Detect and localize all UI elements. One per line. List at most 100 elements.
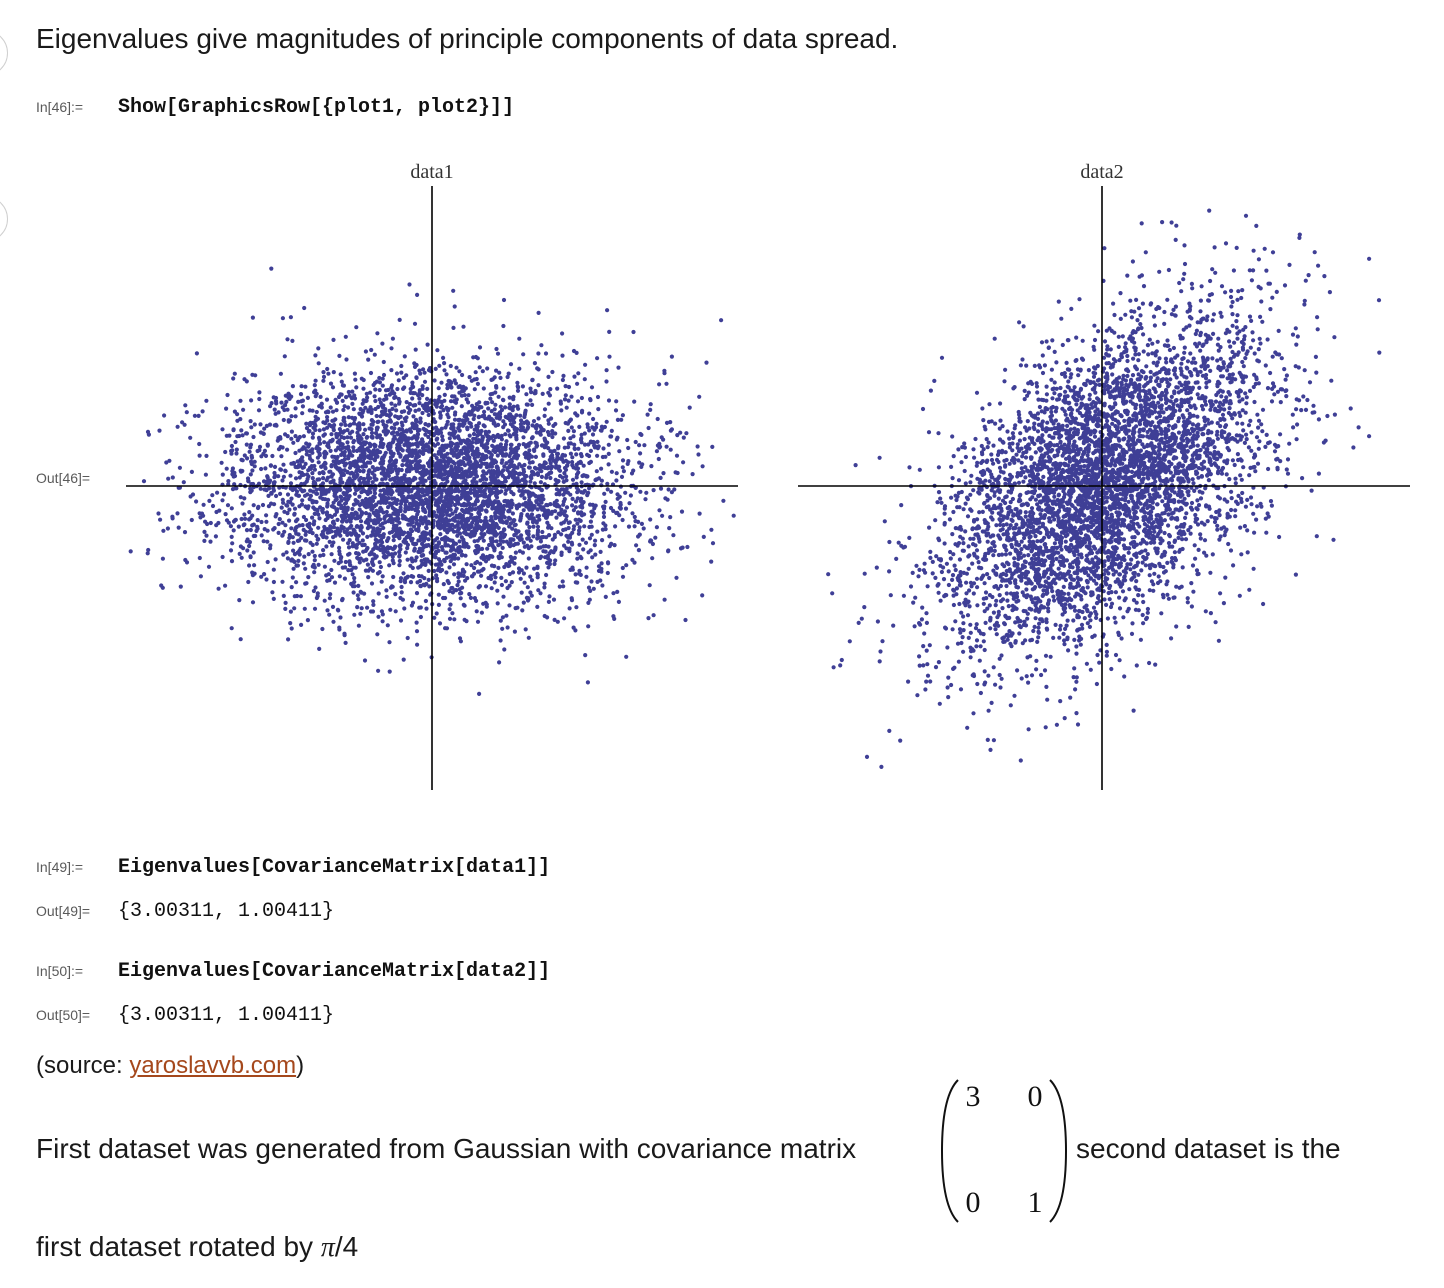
data-point: [255, 518, 260, 523]
data-point: [475, 619, 481, 624]
data-point: [449, 426, 454, 431]
data-point: [287, 518, 292, 523]
data-point: [338, 615, 343, 620]
data-point: [224, 466, 229, 471]
data-point: [240, 468, 245, 474]
data-point: [589, 524, 594, 529]
data-point: [583, 362, 588, 367]
data-point: [449, 586, 454, 591]
data-point: [384, 509, 389, 515]
data-point: [280, 520, 285, 525]
data-point: [704, 360, 709, 365]
data-point: [598, 549, 603, 554]
data-point: [459, 535, 464, 540]
data-point: [328, 529, 333, 534]
data-point: [452, 304, 457, 309]
data-point: [444, 570, 449, 575]
input-cell-46[interactable]: In[46]:= Show[GraphicsRow[{plot1, plot2}…: [0, 92, 700, 122]
data-point: [384, 588, 389, 593]
data-point: [269, 266, 274, 271]
data-point: [462, 492, 467, 497]
data-point: [336, 446, 341, 451]
data-point: [636, 534, 641, 539]
data-point: [496, 543, 501, 548]
data-point: [349, 396, 354, 401]
data-point: [468, 515, 473, 520]
data-point: [526, 596, 531, 601]
data-point: [263, 466, 268, 471]
data-point: [533, 454, 538, 459]
data-point: [478, 561, 483, 566]
data-point: [580, 505, 585, 510]
data-point: [447, 496, 452, 501]
data-point: [385, 491, 390, 496]
data-point: [472, 533, 477, 538]
data-point: [381, 554, 386, 559]
data-point: [498, 442, 503, 447]
data-point: [512, 518, 517, 523]
data-point: [391, 547, 396, 552]
data-point: [240, 458, 245, 463]
data-point: [202, 538, 207, 543]
data-point: [297, 538, 302, 543]
data-point: [500, 545, 505, 550]
data-point: [396, 508, 401, 513]
data-point: [440, 488, 445, 493]
data-point: [411, 515, 416, 521]
data-point: [315, 416, 321, 421]
data-point: [326, 409, 331, 415]
data-point: [494, 384, 499, 389]
data-point: [383, 407, 388, 412]
data-point: [390, 462, 395, 467]
data-point: [485, 524, 490, 529]
data-point: [470, 440, 475, 445]
data-point: [327, 469, 332, 474]
data-point: [500, 615, 505, 620]
data-point: [242, 453, 247, 458]
data-point: [393, 528, 398, 533]
data-point: [426, 537, 431, 542]
data-point: [489, 586, 494, 591]
data-point: [442, 476, 447, 481]
data-point: [393, 592, 398, 597]
data-point: [437, 621, 443, 626]
data-point: [657, 508, 662, 513]
data-point: [391, 501, 396, 506]
data-point: [479, 568, 484, 573]
data-point: [481, 525, 486, 530]
data-point: [301, 561, 306, 566]
data-point: [355, 535, 360, 540]
data-point: [252, 422, 257, 427]
data-point: [549, 526, 554, 531]
data-point: [329, 575, 335, 580]
data-point: [515, 482, 520, 487]
data-point: [375, 539, 380, 544]
data-point: [351, 448, 356, 453]
data-point: [466, 461, 471, 466]
data-point: [333, 397, 338, 402]
data-point: [568, 451, 573, 456]
data-point: [491, 524, 496, 529]
data-point: [448, 444, 454, 449]
data-point: [332, 512, 338, 517]
data-point: [605, 570, 610, 576]
data-point: [615, 417, 620, 422]
data-point: [369, 533, 374, 538]
data-point: [390, 406, 395, 411]
data-point: [279, 400, 284, 405]
data-point: [582, 512, 587, 517]
data-point: [508, 362, 514, 367]
data-point: [310, 471, 315, 476]
data-point: [406, 480, 411, 485]
data-point: [519, 512, 524, 517]
data-point: [666, 549, 671, 554]
data-point: [350, 572, 355, 577]
data-point: [416, 528, 421, 533]
data-point: [239, 516, 244, 522]
data-point: [383, 388, 389, 393]
data-point: [276, 447, 282, 452]
data-point: [414, 375, 419, 380]
data-point: [321, 374, 327, 379]
data-point: [290, 384, 295, 389]
data-point: [456, 556, 461, 561]
